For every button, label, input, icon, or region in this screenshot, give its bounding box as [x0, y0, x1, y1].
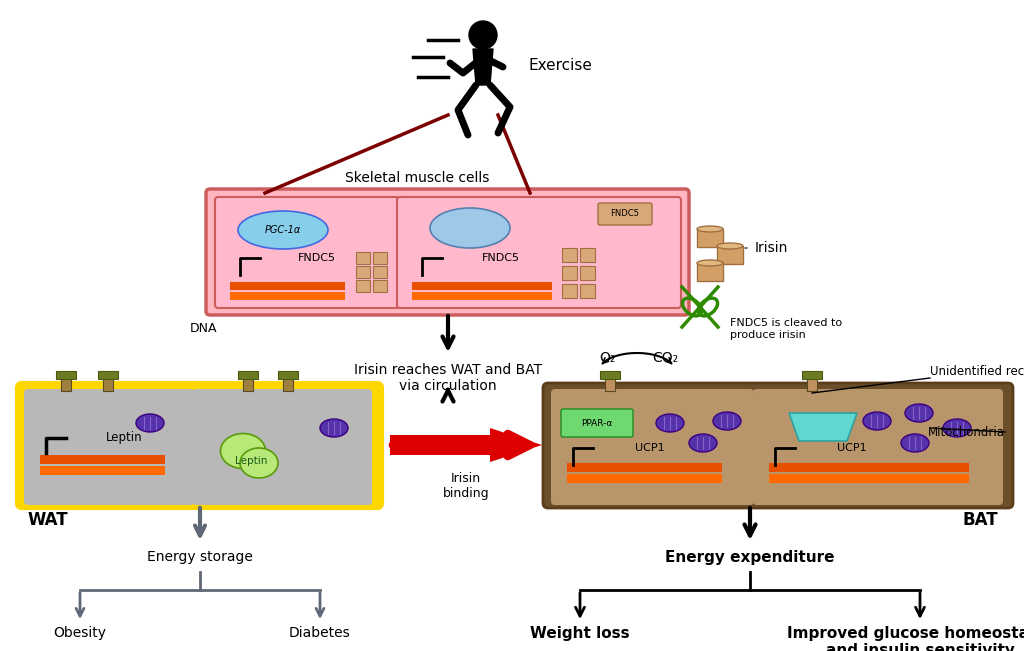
Ellipse shape: [713, 412, 741, 430]
Text: PPAR-α: PPAR-α: [582, 419, 612, 428]
Bar: [697, 229, 723, 247]
Bar: [412, 282, 552, 290]
Ellipse shape: [697, 260, 723, 266]
FancyBboxPatch shape: [561, 409, 633, 437]
Bar: [580, 248, 595, 262]
Bar: [562, 248, 577, 262]
Bar: [243, 375, 253, 391]
Ellipse shape: [220, 434, 265, 469]
Bar: [61, 375, 71, 391]
Text: FNDC5: FNDC5: [298, 253, 336, 263]
Text: UCP1: UCP1: [837, 443, 866, 453]
Bar: [600, 371, 620, 379]
FancyBboxPatch shape: [24, 389, 194, 505]
FancyBboxPatch shape: [206, 189, 689, 315]
Text: O₂: O₂: [599, 351, 615, 365]
Text: FNDC5: FNDC5: [610, 210, 639, 219]
Bar: [373, 266, 387, 278]
Bar: [807, 375, 817, 391]
Ellipse shape: [901, 434, 929, 452]
Ellipse shape: [136, 414, 164, 432]
Ellipse shape: [905, 404, 933, 422]
Text: FNDC5 is cleaved to
produce irisin: FNDC5 is cleaved to produce irisin: [730, 318, 842, 340]
Text: Diabetes: Diabetes: [289, 626, 351, 640]
Text: Energy expenditure: Energy expenditure: [666, 550, 835, 565]
Bar: [373, 252, 387, 264]
Ellipse shape: [943, 419, 971, 437]
Text: CO₂: CO₂: [652, 351, 678, 365]
Ellipse shape: [656, 414, 684, 432]
FancyBboxPatch shape: [17, 383, 382, 508]
FancyBboxPatch shape: [551, 389, 754, 505]
Bar: [697, 263, 723, 281]
Bar: [412, 292, 552, 300]
Bar: [802, 371, 822, 379]
Bar: [230, 282, 345, 290]
Ellipse shape: [697, 226, 723, 232]
Text: Leptin: Leptin: [234, 456, 267, 466]
FancyBboxPatch shape: [397, 197, 681, 308]
Text: Energy storage: Energy storage: [147, 550, 253, 564]
Bar: [98, 371, 118, 379]
Text: Irisin: Irisin: [755, 241, 788, 255]
Bar: [40, 466, 165, 475]
Bar: [605, 375, 615, 391]
Text: Skeletal muscle cells: Skeletal muscle cells: [345, 171, 489, 185]
Text: PGC-1α: PGC-1α: [265, 225, 301, 235]
Bar: [103, 375, 113, 391]
Text: Unidentified receptor: Unidentified receptor: [930, 365, 1024, 378]
Polygon shape: [490, 428, 542, 462]
Polygon shape: [390, 435, 490, 455]
Bar: [562, 266, 577, 280]
Bar: [356, 266, 370, 278]
FancyBboxPatch shape: [193, 389, 372, 505]
Ellipse shape: [240, 448, 278, 478]
FancyArrowPatch shape: [393, 434, 529, 456]
Ellipse shape: [319, 419, 348, 437]
FancyBboxPatch shape: [215, 197, 399, 308]
Bar: [717, 246, 743, 264]
Bar: [769, 463, 969, 472]
Ellipse shape: [689, 434, 717, 452]
Bar: [356, 280, 370, 292]
Bar: [580, 284, 595, 298]
Bar: [580, 266, 595, 280]
Polygon shape: [473, 49, 493, 85]
Ellipse shape: [430, 208, 510, 248]
Text: Leptin: Leptin: [106, 432, 142, 445]
Text: UCP1: UCP1: [635, 443, 665, 453]
Bar: [238, 371, 258, 379]
Circle shape: [469, 21, 497, 49]
Bar: [230, 292, 345, 300]
Text: WAT: WAT: [27, 511, 68, 529]
Text: Obesity: Obesity: [53, 626, 106, 640]
Text: Irisin reaches WAT and BAT
via circulation: Irisin reaches WAT and BAT via circulati…: [354, 363, 542, 393]
Polygon shape: [790, 413, 857, 441]
Bar: [56, 371, 76, 379]
Bar: [567, 474, 722, 483]
Bar: [373, 280, 387, 292]
Text: Improved glucose homeostasis
and insulin sensitivity: Improved glucose homeostasis and insulin…: [787, 626, 1024, 651]
FancyBboxPatch shape: [543, 383, 1013, 508]
FancyBboxPatch shape: [753, 389, 1002, 505]
Text: BAT: BAT: [963, 511, 998, 529]
Text: Weight loss: Weight loss: [530, 626, 630, 641]
Bar: [278, 371, 298, 379]
Text: DNA: DNA: [190, 322, 217, 335]
Text: FNDC5: FNDC5: [482, 253, 520, 263]
Bar: [40, 455, 165, 464]
Bar: [567, 463, 722, 472]
Ellipse shape: [717, 243, 743, 249]
FancyBboxPatch shape: [598, 203, 652, 225]
Bar: [356, 252, 370, 264]
Ellipse shape: [238, 211, 328, 249]
Ellipse shape: [863, 412, 891, 430]
Text: Mitochondria: Mitochondria: [928, 426, 1005, 439]
Text: Exercise: Exercise: [528, 57, 592, 72]
Bar: [283, 375, 293, 391]
Bar: [769, 474, 969, 483]
Text: Irisin
binding: Irisin binding: [442, 472, 489, 500]
Bar: [562, 284, 577, 298]
